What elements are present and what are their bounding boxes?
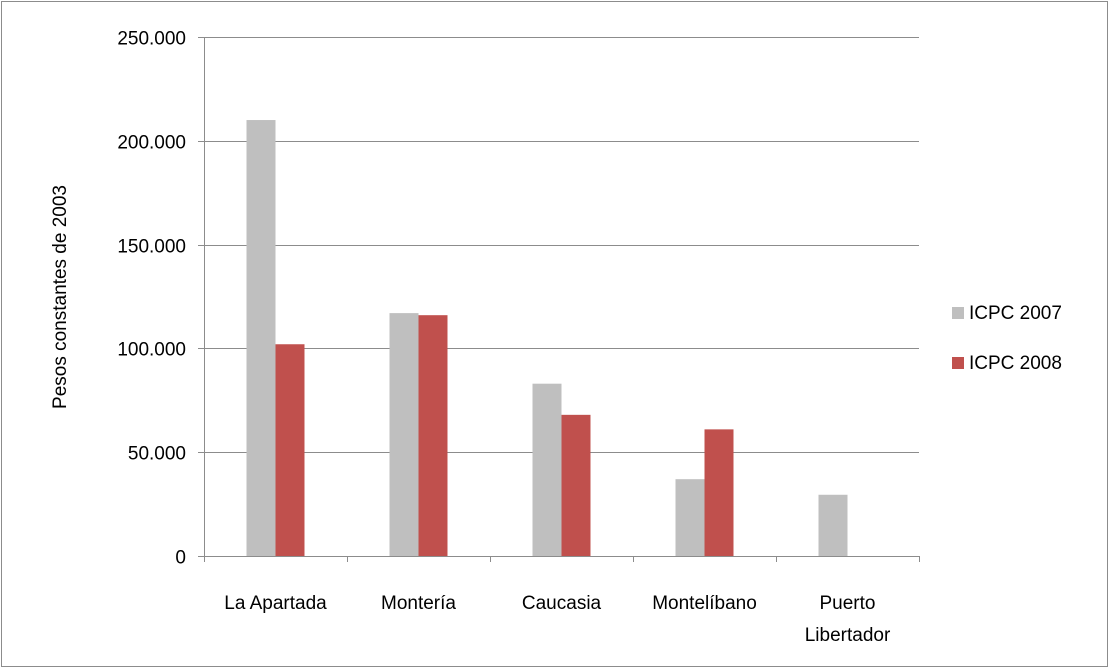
- legend-label-1: ICPC 2007: [969, 303, 1062, 324]
- bar-2-1: [275, 344, 305, 556]
- legend: ICPC 2007 ICPC 2008: [952, 303, 1062, 374]
- x-category-label: Libertador: [805, 625, 891, 646]
- y-tick-label: 150.000: [117, 237, 186, 258]
- x-category-label: Caucasia: [522, 593, 602, 614]
- y-tick-label: 250.000: [117, 29, 186, 50]
- gridlines: [198, 37, 919, 557]
- y-tick-label: 50.000: [128, 444, 186, 465]
- legend-swatch-2: [952, 357, 964, 369]
- bar-1-2: [389, 313, 419, 556]
- bar-2-3: [561, 414, 591, 556]
- bar-2-4: [704, 429, 734, 556]
- bars: [246, 120, 848, 556]
- y-axis-ticks: 0 50.000 100.000 150.000 200.000 250.000: [117, 29, 186, 569]
- y-tick-label: 0: [175, 548, 186, 569]
- y-tick-label: 100.000: [117, 340, 186, 361]
- x-category-label: La Apartada: [224, 593, 327, 614]
- x-category-label: Montelíbano: [652, 593, 757, 614]
- y-tick-label: 200.000: [117, 133, 186, 154]
- bar-1-1: [246, 120, 276, 556]
- bar-2-2: [418, 315, 448, 556]
- x-category-label: Puerto: [820, 593, 876, 614]
- x-axis-categories: La Apartada Montería Caucasia Montelíbano Pu…: [204, 556, 920, 646]
- y-axis-title: Pesos constantes de 2003: [50, 185, 71, 409]
- bar-1-5: [818, 494, 848, 556]
- legend-swatch-1: [952, 307, 964, 319]
- bar-1-4: [675, 479, 705, 556]
- legend-label-2: ICPC 2008: [969, 353, 1062, 374]
- bar-1-3: [532, 383, 562, 556]
- x-category-label: Montería: [381, 593, 456, 614]
